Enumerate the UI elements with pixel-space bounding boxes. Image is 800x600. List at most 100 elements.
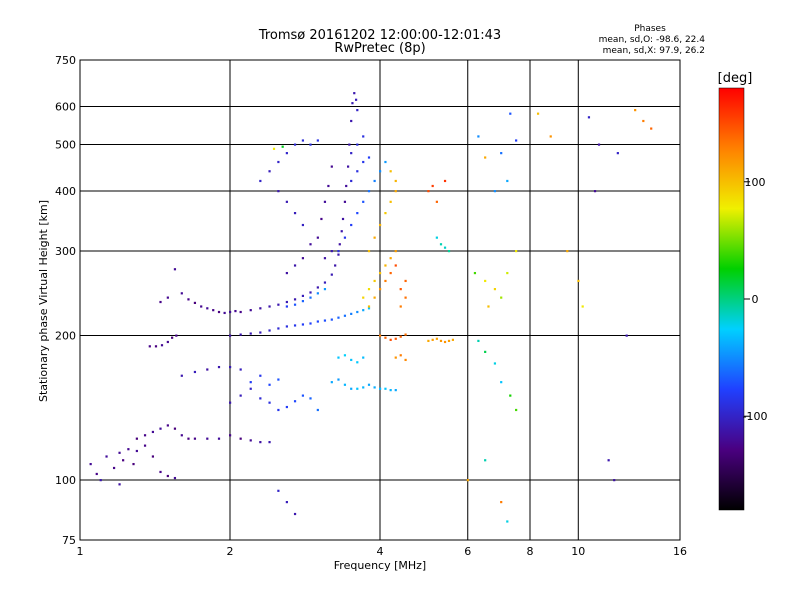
data-point	[229, 310, 232, 314]
data-point	[341, 217, 345, 221]
data-point	[143, 444, 147, 447]
data-point	[367, 307, 371, 310]
data-point	[249, 332, 252, 335]
data-point	[394, 190, 397, 193]
data-point	[350, 223, 353, 227]
data-point	[484, 279, 487, 283]
data-point	[337, 356, 340, 359]
data-point	[135, 437, 138, 440]
data-point	[348, 143, 351, 146]
data-point	[259, 441, 262, 444]
data-point	[384, 264, 387, 267]
data-point	[293, 512, 297, 516]
stats-title: Phases	[634, 24, 666, 34]
data-point	[394, 179, 397, 183]
data-point	[293, 303, 297, 306]
data-point	[180, 374, 183, 377]
data-point	[154, 345, 158, 348]
data-point	[132, 462, 135, 466]
data-point	[323, 257, 327, 260]
data-point	[356, 361, 359, 364]
data-point	[399, 305, 402, 308]
data-point	[477, 135, 480, 138]
y-axis-label: Stationary phase Virtual Height [km]	[37, 200, 50, 402]
data-point	[285, 405, 288, 409]
data-point	[399, 354, 402, 357]
data-point	[356, 387, 359, 390]
data-point	[373, 296, 376, 299]
data-point	[435, 236, 438, 239]
colorbar: [deg] 100 0 -100	[718, 71, 767, 511]
data-point	[173, 427, 177, 430]
data-point	[316, 320, 319, 323]
y-tick-label: 500	[55, 139, 76, 152]
y-tick-label: 75	[62, 534, 76, 547]
y-tick-label: 200	[55, 330, 76, 343]
data-point	[99, 479, 102, 482]
data-point	[493, 362, 497, 365]
data-point	[259, 179, 262, 183]
chart-title: Tromsø 20161202 12:00:00-12:01:43	[258, 28, 501, 43]
data-point	[112, 466, 116, 470]
data-point	[316, 286, 319, 289]
data-point	[373, 236, 376, 239]
data-point	[367, 383, 371, 386]
data-point	[217, 365, 221, 369]
x-axis-label: Frequency [MHz]	[334, 559, 426, 572]
data-point	[404, 358, 407, 362]
data-point	[394, 337, 397, 340]
data-point	[515, 408, 518, 412]
data-point	[373, 179, 376, 183]
data-point	[500, 296, 503, 299]
data-point	[193, 370, 197, 374]
data-point	[367, 190, 371, 193]
data-point	[500, 500, 503, 504]
data-point	[549, 135, 552, 138]
chart-subtitle: RwPretec (8p)	[334, 41, 425, 56]
data-point	[323, 200, 327, 203]
data-point	[268, 383, 271, 386]
data-point	[431, 338, 434, 341]
data-point	[484, 156, 487, 159]
data-point	[373, 279, 376, 283]
data-point	[293, 264, 297, 267]
data-point	[259, 397, 262, 400]
data-point	[268, 401, 271, 404]
x-tick-label: 6	[464, 545, 471, 558]
data-point	[95, 472, 98, 476]
data-point	[249, 439, 252, 442]
data-point	[301, 139, 305, 142]
data-point	[634, 109, 637, 112]
data-point	[301, 223, 305, 227]
data-point	[566, 250, 569, 253]
data-point	[337, 378, 340, 381]
data-point	[281, 145, 284, 148]
data-point	[587, 116, 591, 119]
stats-o: mean, sd,O: -98.6, 22.4	[599, 35, 706, 45]
data-point	[105, 455, 108, 458]
data-point	[173, 268, 177, 271]
data-point	[212, 309, 215, 312]
data-point	[301, 394, 305, 397]
y-tick-label: 400	[55, 185, 76, 198]
x-tick-label: 16	[673, 545, 687, 558]
data-point	[316, 236, 319, 239]
data-point	[206, 437, 209, 440]
data-point	[118, 451, 121, 454]
data-point	[379, 170, 382, 173]
data-point	[330, 318, 333, 321]
data-point	[127, 448, 130, 451]
colorbar-unit: [deg]	[718, 71, 753, 86]
data-point	[180, 292, 183, 295]
data-point	[384, 160, 387, 164]
data-point	[350, 179, 353, 183]
data-point	[323, 288, 327, 291]
data-point	[394, 389, 397, 392]
data-point	[143, 434, 147, 437]
data-point	[466, 479, 469, 482]
data-point	[200, 305, 203, 308]
data-point	[351, 102, 354, 105]
data-point	[277, 190, 280, 193]
data-point	[389, 389, 392, 392]
data-point	[384, 387, 387, 390]
